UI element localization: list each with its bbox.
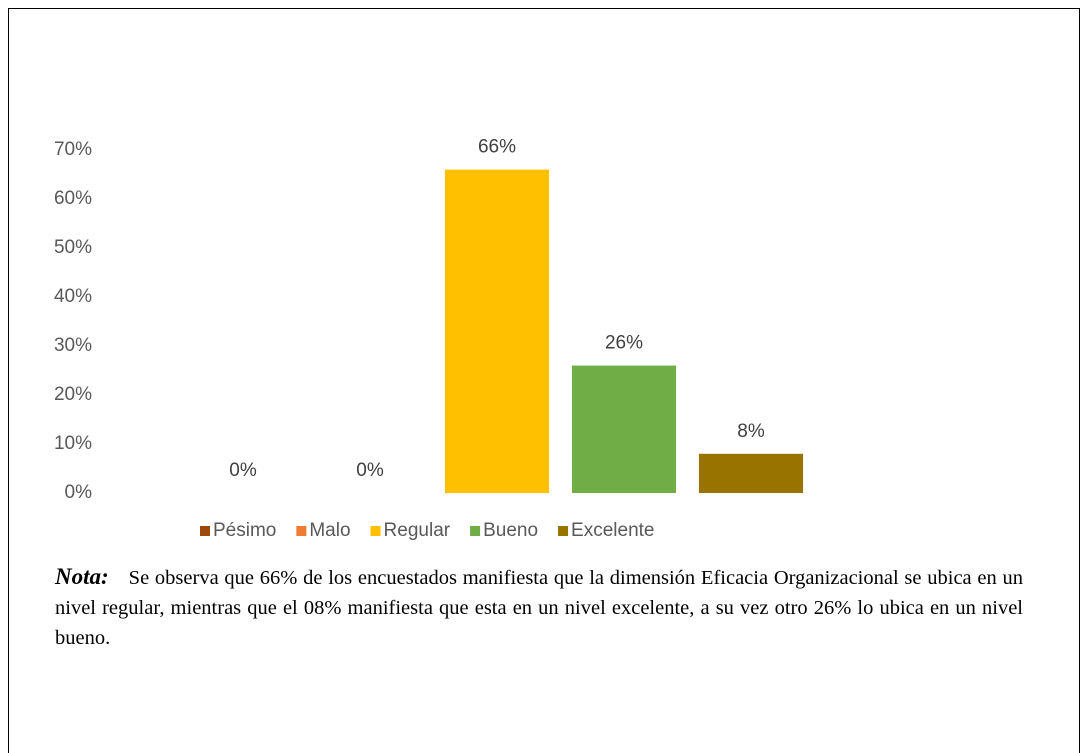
note-label: Nota: bbox=[55, 564, 109, 589]
legend-label: Pésimo bbox=[213, 520, 276, 541]
y-tick-label: 50% bbox=[54, 237, 92, 258]
y-tick-label: 70% bbox=[54, 139, 92, 160]
bar bbox=[571, 365, 677, 493]
note-text: Se observa que 66% de los encuestados ma… bbox=[55, 567, 1023, 649]
data-label: 0% bbox=[356, 460, 384, 481]
legend-label: Regular bbox=[384, 520, 451, 541]
legend-label: Malo bbox=[309, 520, 350, 541]
data-label: 0% bbox=[229, 460, 257, 481]
data-label: 66% bbox=[478, 137, 516, 158]
legend-swatch bbox=[200, 526, 210, 536]
y-tick-label: 40% bbox=[54, 286, 92, 307]
legend-label: Bueno bbox=[483, 520, 538, 541]
y-tick-label: 10% bbox=[54, 433, 92, 454]
legend-swatch bbox=[370, 526, 381, 536]
y-tick-label: 60% bbox=[54, 188, 92, 209]
note: Nota: Se observa que 66% de los encuestad… bbox=[55, 562, 1023, 653]
legend-swatch bbox=[296, 526, 307, 536]
y-tick-label: 0% bbox=[65, 482, 93, 503]
frame bbox=[8, 8, 1080, 753]
data-label: 26% bbox=[605, 333, 643, 354]
y-tick-label: 20% bbox=[54, 384, 92, 405]
y-tick-label: 30% bbox=[54, 335, 92, 356]
bar bbox=[444, 169, 550, 493]
legend-swatch bbox=[470, 526, 481, 536]
data-label: 8% bbox=[737, 421, 765, 442]
legend-label: Excelente bbox=[571, 520, 654, 541]
bar bbox=[698, 453, 804, 493]
legend-swatch bbox=[558, 526, 569, 536]
